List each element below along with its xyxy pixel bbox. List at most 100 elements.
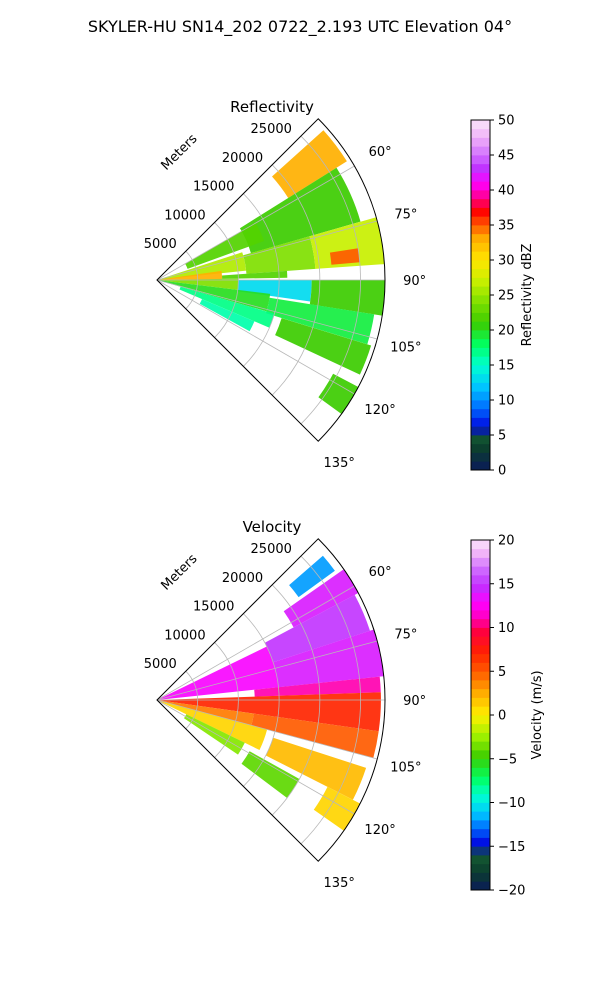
velocity-colorbar-tick-label: −20 [498,884,525,899]
velocity-colorbar-swatch [471,706,490,716]
reflectivity-echo-cell [309,280,385,316]
reflectivity-colorbar-swatch [471,461,490,471]
reflectivity-colorbar-swatch [471,172,490,182]
reflectivity-echo-cells [157,130,385,414]
velocity-colorbar-swatch [471,715,490,725]
reflectivity-colorbar-swatch [471,330,490,340]
velocity-colorbar-swatch [471,645,490,655]
reflectivity-colorbar-tick-label: 20 [498,324,515,339]
velocity-colorbar-tick-label: 15 [498,577,515,592]
reflectivity-colorbar-tick-label: 15 [498,359,515,374]
velocity-colorbar-tick-label: 0 [498,709,506,724]
reflectivity-colorbar-tick-label: 45 [498,149,515,164]
velocity-colorbar-swatch [471,627,490,637]
reflectivity-echo-cell [199,299,255,332]
velocity-colorbar-swatch [471,583,490,593]
velocity-title: Velocity [243,518,302,536]
velocity-echo-cell [254,676,381,697]
velocity-colorbar-swatch [471,846,490,856]
reflectivity-colorbar-tick-label: 5 [498,429,506,444]
reflectivity-colorbar-swatch [471,277,490,287]
reflectivity-colorbar-swatch [471,391,490,401]
velocity-echo-cell [264,594,370,663]
reflectivity-echo-cell [318,373,359,414]
velocity-colorbar-swatch [471,758,490,768]
reflectivity-colorbar-swatch [471,295,490,305]
velocity-echo-cell [273,629,384,688]
reflectivity-colorbar-swatch [471,321,490,331]
velocity-azimuth-tick-label: 90° [403,694,426,709]
reflectivity-colorbar-swatch [471,225,490,235]
velocity-colorbar-swatch [471,723,490,733]
reflectivity-colorbar-swatches [471,120,490,471]
velocity-frame [156,538,386,862]
reflectivity-colorbar-swatch [471,435,490,445]
reflectivity-echo-cell [329,248,360,265]
reflectivity-range-tick-label: 5000 [144,237,177,252]
velocity-azimuth-spoke [156,585,355,701]
velocity-colorbar-swatch [471,566,490,576]
velocity-colorbar-swatch [471,750,490,760]
reflectivity-colorbar-swatch [471,242,490,252]
reflectivity-colorbar-swatch [471,137,490,147]
reflectivity-azimuth-tick-label: 120° [364,403,395,418]
reflectivity-colorbar-swatch [471,286,490,296]
reflectivity-colorbar-swatch [471,198,490,208]
velocity-azimuth-spoke [156,699,378,760]
velocity-range-tick-label: 10000 [164,628,205,643]
reflectivity-range-tick-label: 25000 [251,122,292,137]
reflectivity-azimuth-tick-label: 135° [324,456,355,471]
velocity-colorbar-swatch [471,653,490,663]
velocity-colorbar-swatch [471,820,490,830]
reflectivity-echo-cell [157,252,247,280]
velocity-colorbar-tick-label: 10 [498,621,515,636]
reflectivity-colorbar-label: Reflectivity dBZ [520,244,535,347]
reflectivity-azimuth-tick-label: 75° [394,207,417,222]
velocity-azimuth-spoke [156,640,378,701]
velocity-range-tick-label: 15000 [193,600,234,615]
reflectivity-echo-cell [237,280,312,302]
velocity-colorbar-swatch [471,610,490,620]
reflectivity-colorbar-swatch [471,426,490,436]
reflectivity-panel: Reflectivity 5000 10000 15000 20000 25000 60… [144,98,426,471]
reflectivity-colorbar-tick-label: 0 [498,464,506,479]
velocity-colorbar-swatch [471,837,490,847]
velocity-colorbar-swatches [471,540,490,891]
reflectivity-echo-cell [185,223,265,269]
velocity-colorbar-swatch [471,618,490,628]
velocity-colorbar-swatch [471,688,490,698]
reflectivity-echo-cell [266,297,375,345]
velocity-colorbar-ticks: −20 −15 −10 −5 0 5 10 15 20 [490,534,525,899]
reflectivity-azimuth-tick-label: 105° [390,341,421,356]
velocity-colorbar-tick-label: 5 [498,665,506,680]
reflectivity-colorbar-tick-label: 40 [498,184,515,199]
velocity-colorbar-label: Velocity (m/s) [530,670,545,759]
reflectivity-azimuth-spoke [156,279,355,395]
velocity-echo-cell [313,786,361,831]
reflectivity-colorbar-tick-label: 35 [498,219,515,234]
reflectivity-colorbar-swatch [471,417,490,427]
velocity-colorbar-swatch [471,557,490,567]
reflectivity-sector-frame [156,118,386,442]
velocity-colorbar-swatch [471,697,490,707]
reflectivity-echo-cell [179,286,275,328]
reflectivity-colorbar-swatch [471,312,490,322]
reflectivity-colorbar-swatch [471,408,490,418]
reflectivity-echo-cell [309,217,385,269]
reflectivity-colorbar-swatch [471,128,490,138]
velocity-range-tick-label: 20000 [222,571,263,586]
reflectivity-range-tick-label: 15000 [193,180,234,195]
reflectivity-colorbar-swatch [471,452,490,462]
reflectivity-azimuth-spoke [156,165,355,281]
velocity-colorbar-swatch [471,540,490,550]
velocity-echo-cell [157,646,279,700]
reflectivity-colorbar-swatch [471,356,490,366]
velocity-colorbar-tick-label: −15 [498,840,525,855]
velocity-radial-axis-label: Meters [159,551,201,593]
reflectivity-colorbar-swatch [471,190,490,200]
reflectivity-colorbar-swatch [471,268,490,278]
reflectivity-echo-cell [272,130,347,198]
reflectivity-colorbar-swatch [471,120,490,130]
reflectivity-colorbar-swatch [471,216,490,226]
velocity-colorbar-swatch [471,811,490,821]
